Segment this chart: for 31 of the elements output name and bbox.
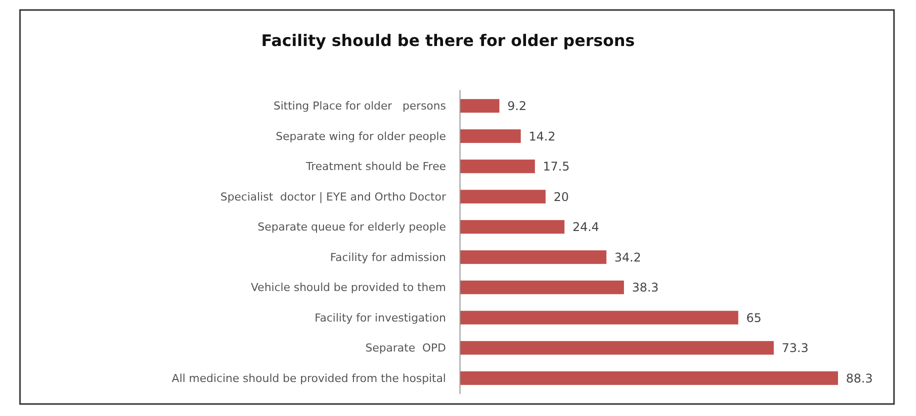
bar	[460, 371, 838, 385]
bar	[460, 310, 738, 324]
y-tick-label: Treatment should be Free	[305, 160, 446, 174]
data-label: 73.3	[782, 341, 809, 356]
data-label: 14.2	[528, 129, 556, 144]
y-tick-label: Separate wing for older people	[276, 130, 446, 143]
bar	[460, 190, 546, 204]
data-label: 9.2	[507, 99, 526, 114]
y-tick-label: Specialist doctor | EYE and Ortho Doctor	[220, 190, 446, 204]
bar	[460, 160, 535, 174]
data-label: 24.4	[572, 220, 600, 234]
data-label: 34.2	[614, 250, 642, 264]
y-tick-label: Separate OPD	[365, 342, 446, 355]
bar	[460, 129, 521, 143]
bar	[460, 280, 624, 294]
data-label: 38.3	[632, 280, 659, 295]
y-tick-label: Separate queue for elderly people	[258, 220, 446, 234]
y-tick-label: Sitting Place for older persons	[273, 100, 446, 113]
bar	[460, 250, 606, 264]
y-tick-label: Facility for admission	[330, 250, 446, 264]
bar	[460, 341, 774, 355]
data-label: 20	[554, 190, 569, 204]
data-label: 65	[746, 310, 762, 325]
bar	[460, 220, 564, 234]
y-tick-label: Facility for investigation	[314, 311, 446, 324]
data-label: 88.3	[846, 371, 873, 386]
y-tick-label: Vehicle should be provided to them	[250, 281, 446, 294]
y-tick-label: All medicine should be provided from the hospital	[172, 372, 446, 385]
data-label: 17.5	[542, 160, 570, 174]
chart-title: Facility should be there for older persons	[261, 31, 635, 50]
bar	[460, 99, 500, 113]
